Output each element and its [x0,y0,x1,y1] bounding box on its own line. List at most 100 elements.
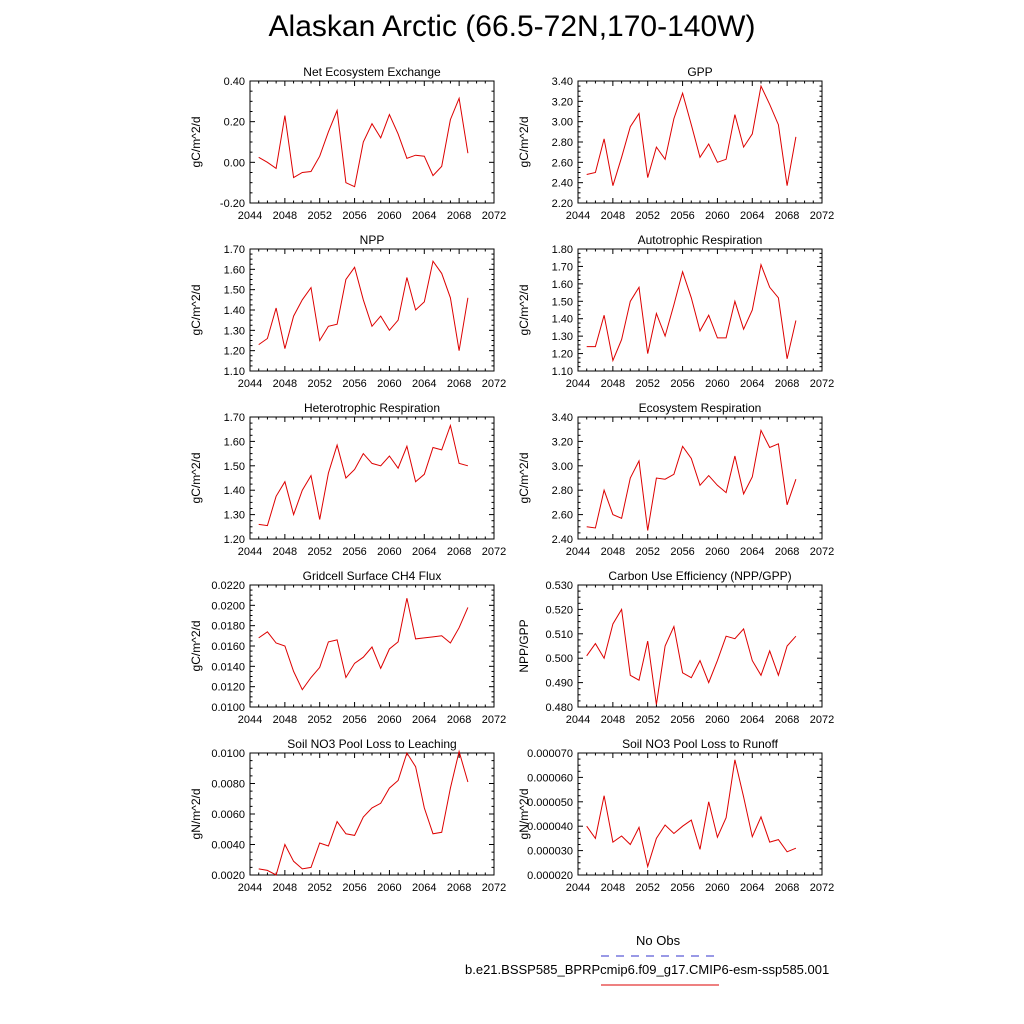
x-tick-label: 2052 [307,210,331,222]
chart-panel-10: Soil NO3 Pool Loss to Runoff gN/m^2/d 2044… [517,737,834,894]
x-tick-label: 2044 [238,714,262,726]
panel-title: GPP [687,65,712,79]
panel-title: Soil NO3 Pool Loss to Runoff [622,737,779,751]
plot-frame [577,80,823,204]
x-tick-label: 2056 [670,882,694,894]
x-tick-label: 2048 [273,714,297,726]
x-tick-label: 2068 [447,210,471,222]
y-tick-label: 0.000060 [527,772,573,784]
panel-title: Autotrophic Respiration [638,233,763,247]
x-tick-label: 2068 [775,714,799,726]
y-tick-label: -0.20 [220,198,245,210]
y-tick-label: 1.50 [552,296,573,308]
x-tick-label: 2072 [810,882,834,894]
x-tick-label: 2060 [377,882,401,894]
x-tick-label: 2072 [482,378,506,390]
series-line [258,259,469,351]
x-tick-label: 2052 [635,714,659,726]
y-tick-label: 1.10 [224,366,245,378]
plot-frame [577,584,823,708]
y-tick-label: 1.70 [224,412,245,424]
x-tick-label: 2068 [447,546,471,558]
series-line [258,598,469,691]
y-tick-label: 0.510 [545,629,573,641]
x-tick-label: 2048 [601,714,625,726]
x-tick-label: 2068 [447,378,471,390]
y-tick-label: 1.20 [552,349,573,361]
x-tick-label: 2052 [307,714,331,726]
y-tick-label: 2.80 [552,485,573,497]
chart-panel-7: Gridcell Surface CH4 Flux gC/m^2/d 2044 204… [189,569,506,726]
y-tick-label: 1.20 [224,534,245,546]
y-tick-label: 0.0220 [211,580,245,592]
y-tick-label: 1.70 [224,244,245,256]
x-tick-label: 2048 [273,210,297,222]
y-tick-label: 0.40 [224,76,245,88]
plot-frame [249,248,495,372]
x-tick-label: 2056 [670,210,694,222]
x-tick-label: 2044 [566,882,590,894]
x-tick-label: 2052 [307,882,331,894]
x-tick-label: 2068 [775,882,799,894]
x-tick-label: 2064 [740,882,764,894]
x-tick-label: 2052 [635,378,659,390]
chart-panel-6: Ecosystem Respiration gC/m^2/d 2044 2048 205… [517,401,834,558]
y-tick-label: 2.20 [552,198,573,210]
y-tick-label: 0.000070 [527,748,573,760]
y-tick-label: 0.500 [545,653,573,665]
y-tick-label: 0.520 [545,604,573,616]
x-tick-label: 2048 [273,546,297,558]
x-tick-label: 2060 [705,378,729,390]
y-tick-label: 0.0080 [211,779,245,791]
x-tick-label: 2072 [482,210,506,222]
x-tick-label: 2068 [775,546,799,558]
y-axis-label: gC/m^2/d [189,453,203,504]
x-tick-label: 2072 [810,714,834,726]
chart-panel-4: Autotrophic Respiration gC/m^2/d 2044 2048 2… [517,233,834,390]
x-tick-label: 2056 [670,546,694,558]
y-axis-label: gC/m^2/d [189,285,203,336]
x-tick-label: 2068 [447,882,471,894]
y-tick-label: 2.80 [552,137,573,149]
y-tick-label: 1.50 [224,461,245,473]
x-tick-label: 2044 [566,378,590,390]
x-tick-label: 2056 [670,714,694,726]
x-tick-label: 2056 [342,882,366,894]
x-tick-label: 2044 [238,378,262,390]
x-tick-label: 2064 [740,378,764,390]
panel-title: Heterotrophic Respiration [304,401,440,415]
y-tick-label: 1.30 [224,510,245,522]
series-line [586,759,797,869]
chart-panel-8: Carbon Use Efficiency (NPP/GPP) NPP/GPP 20… [517,569,834,726]
x-tick-label: 2064 [412,714,436,726]
plot-frame [249,80,495,204]
x-tick-label: 2064 [412,882,436,894]
x-tick-label: 2060 [377,378,401,390]
x-tick-label: 2044 [238,546,262,558]
y-tick-label: 0.000030 [527,846,573,858]
x-tick-label: 2048 [273,882,297,894]
y-tick-label: 0.0040 [211,840,245,852]
x-tick-label: 2060 [377,210,401,222]
panel-title: Ecosystem Respiration [639,401,762,415]
plot-frame [577,248,823,372]
y-tick-label: 0.000050 [527,797,573,809]
plot-frame [249,584,495,708]
y-tick-label: 0.0160 [211,641,245,653]
y-tick-label: 0.530 [545,580,573,592]
y-axis-label: gC/m^2/d [517,453,531,504]
chart-panel-1: Net Ecosystem Exchange gC/m^2/d 2044 2048 20… [189,65,506,222]
y-axis-label: gC/m^2/d [517,117,531,168]
y-axis-label: gN/m^2/d [189,789,203,840]
panel-title: NPP [360,233,385,247]
y-tick-label: 1.50 [224,285,245,297]
series-line [586,262,797,363]
panel-title: Carbon Use Efficiency (NPP/GPP) [608,569,791,583]
plot-frame [577,752,823,876]
x-tick-label: 2064 [412,546,436,558]
x-tick-label: 2068 [447,714,471,726]
plot-frame [249,416,495,540]
figure-title: Alaskan Arctic (66.5-72N,170-140W) [268,10,756,43]
x-tick-label: 2048 [601,882,625,894]
